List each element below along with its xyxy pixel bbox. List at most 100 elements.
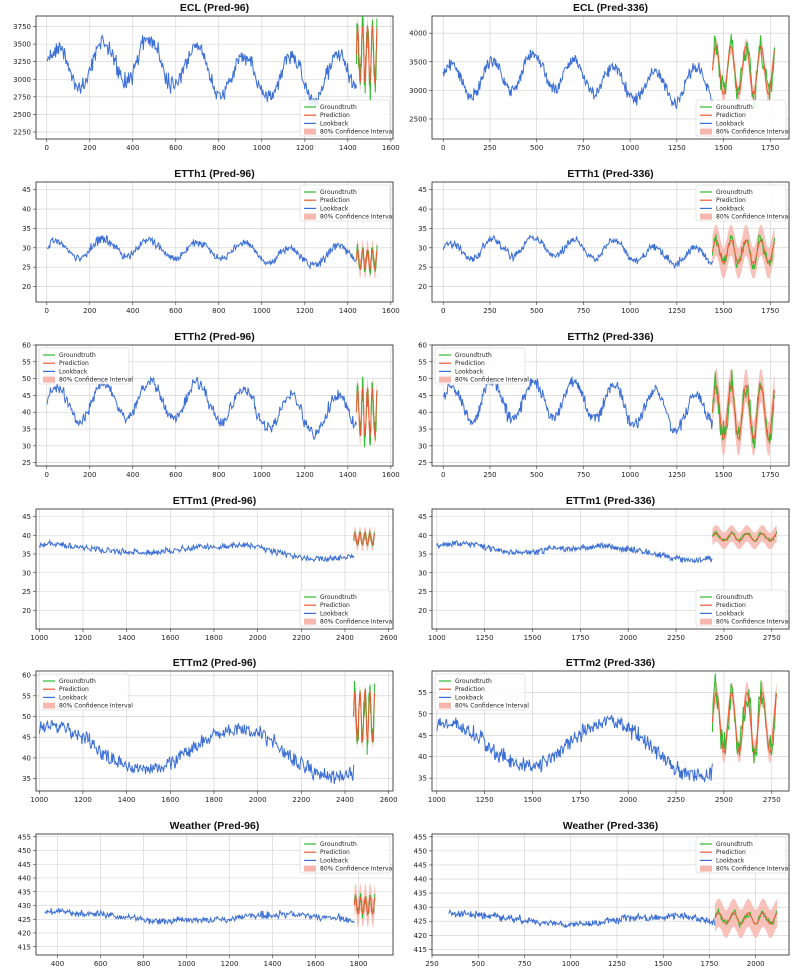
legend-band-swatch bbox=[700, 618, 712, 625]
x-tick-label: 2000 bbox=[747, 960, 765, 968]
chart-panel: ECL (Pred-336) 0 250 500 750 1000 1250 1500 1750… bbox=[409, 2, 790, 152]
legend-band-swatch bbox=[304, 128, 316, 135]
x-tick-label: 1400 bbox=[264, 960, 282, 968]
axes-frame bbox=[35, 15, 394, 140]
lookback-line bbox=[46, 375, 357, 440]
x-tick-label: 1600 bbox=[161, 796, 179, 804]
lookback-line bbox=[38, 538, 355, 563]
legend-label: 80% Confidence Interval bbox=[716, 214, 790, 221]
legend-band-swatch bbox=[439, 702, 451, 709]
x-tick-label: 2250 bbox=[667, 796, 685, 804]
legend-label: Groundtruth bbox=[716, 189, 753, 196]
y-tick-label: 425 bbox=[18, 916, 31, 924]
chart-title: ETTh2 (Pred-336) bbox=[567, 331, 653, 343]
x-tick-label: 2500 bbox=[715, 634, 733, 642]
x-tick-label: 2000 bbox=[249, 634, 267, 642]
x-tick-label: 1250 bbox=[668, 307, 686, 315]
x-tick-label: 1000 bbox=[30, 634, 48, 642]
y-tick-label: 35 bbox=[22, 225, 31, 233]
legend-label: Lookback bbox=[716, 857, 745, 864]
chart-title: Weather (Pred-96) bbox=[170, 820, 260, 832]
x-tick-label: 2750 bbox=[763, 796, 781, 804]
legend-box bbox=[695, 184, 787, 222]
x-tick-label: 250 bbox=[425, 960, 438, 968]
legend-box bbox=[434, 347, 526, 385]
y-tick-label: 60 bbox=[22, 672, 31, 680]
y-tick-label: 50 bbox=[22, 375, 31, 383]
prediction-line bbox=[711, 532, 777, 542]
x-tick-label: 600 bbox=[169, 471, 182, 479]
x-tick-label: 1250 bbox=[608, 960, 626, 968]
y-tick-label: 20 bbox=[22, 283, 31, 291]
lookback-line bbox=[448, 908, 716, 929]
chart-title: Weather (Pred-336) bbox=[563, 820, 659, 832]
prediction-line bbox=[711, 45, 775, 96]
x-tick-label: 1500 bbox=[715, 307, 733, 315]
legend-label: Prediction bbox=[320, 197, 350, 204]
x-tick-label: 400 bbox=[126, 144, 139, 152]
y-tick-label: 430 bbox=[414, 904, 427, 912]
x-tick-label: 750 bbox=[577, 307, 590, 315]
x-tick-label: 1750 bbox=[761, 144, 779, 152]
x-tick-label: 2500 bbox=[715, 796, 733, 804]
y-tick-label: 40 bbox=[22, 206, 31, 214]
x-tick-label: 600 bbox=[169, 307, 182, 315]
legend-label: Prediction bbox=[320, 112, 350, 119]
x-tick-label: 1600 bbox=[382, 144, 400, 152]
x-tick-label: 1750 bbox=[701, 960, 719, 968]
legend-label: Lookback bbox=[320, 857, 349, 864]
x-tick-label: 1800 bbox=[205, 796, 223, 804]
axes-frame bbox=[431, 344, 790, 467]
legend-label: Prediction bbox=[716, 849, 746, 856]
x-tick-label: 1200 bbox=[296, 307, 314, 315]
chart-panel: ETTh1 (Pred-96) 0 200 400 600 800 1000 1200 1400… bbox=[22, 168, 400, 315]
y-tick-label: 455 bbox=[414, 833, 427, 841]
y-tick-label: 35 bbox=[22, 426, 31, 434]
legend-box bbox=[38, 347, 130, 385]
legend-label: 80% Confidence Interval bbox=[320, 619, 394, 626]
x-tick-label: 1750 bbox=[571, 796, 589, 804]
x-tick-label: 1200 bbox=[296, 144, 314, 152]
y-tick-label: 440 bbox=[18, 875, 31, 883]
x-tick-label: 1750 bbox=[571, 634, 589, 642]
legend-box bbox=[695, 589, 787, 627]
legend-band-swatch bbox=[43, 376, 55, 383]
y-tick-label: 45 bbox=[22, 513, 31, 521]
axes-frame bbox=[431, 15, 790, 140]
x-tick-label: 1000 bbox=[621, 307, 639, 315]
legend-label: Prediction bbox=[716, 197, 746, 204]
y-tick-label: 420 bbox=[18, 930, 31, 938]
x-tick-label: 400 bbox=[126, 471, 139, 479]
x-tick-label: 750 bbox=[577, 471, 590, 479]
chart-panel: ETTm1 (Pred-336) 1000 1250 1500 1750 2000 2250… bbox=[418, 495, 790, 642]
y-tick-label: 40 bbox=[22, 532, 31, 540]
x-tick-label: 1200 bbox=[74, 634, 92, 642]
x-tick-label: 800 bbox=[137, 960, 150, 968]
y-tick-label: 3750 bbox=[13, 23, 31, 31]
y-tick-label: 25 bbox=[22, 264, 31, 272]
y-tick-label: 25 bbox=[22, 459, 31, 467]
y-tick-label: 4000 bbox=[409, 30, 427, 38]
y-tick-label: 45 bbox=[418, 392, 427, 400]
prediction-line bbox=[353, 532, 376, 546]
y-tick-label: 40 bbox=[418, 409, 427, 417]
legend-box bbox=[695, 99, 787, 137]
prediction-line bbox=[711, 384, 775, 441]
y-tick-label: 430 bbox=[18, 902, 31, 910]
y-tick-label: 20 bbox=[418, 607, 427, 615]
prediction-line bbox=[353, 896, 376, 915]
x-tick-label: 0 bbox=[441, 471, 445, 479]
x-tick-label: 750 bbox=[577, 144, 590, 152]
y-tick-label: 40 bbox=[22, 754, 31, 762]
groundtruth-line bbox=[714, 907, 778, 929]
legend-label: Lookback bbox=[455, 694, 484, 701]
axes-frame bbox=[35, 670, 394, 792]
y-tick-label: 25 bbox=[418, 264, 427, 272]
x-tick-label: 1000 bbox=[621, 144, 639, 152]
legend-label: Groundtruth bbox=[59, 352, 96, 359]
lookback-line bbox=[46, 234, 357, 270]
y-tick-label: 25 bbox=[22, 588, 31, 596]
y-tick-label: 35 bbox=[418, 775, 427, 783]
